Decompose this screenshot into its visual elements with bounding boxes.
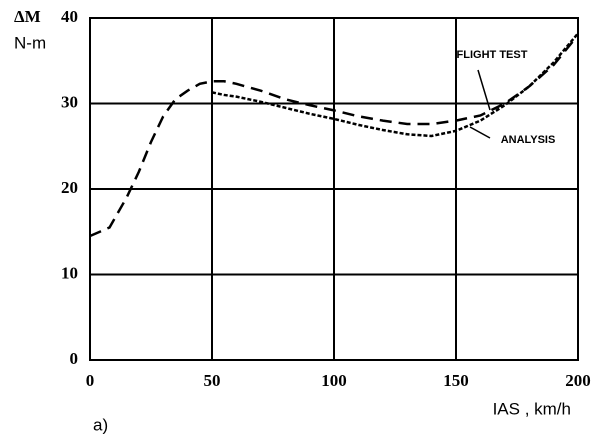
y-label-unit: N-m bbox=[14, 33, 46, 52]
y-tick-label: 0 bbox=[70, 349, 79, 368]
panel-label: a) bbox=[93, 415, 108, 434]
series-line bbox=[89, 34, 579, 238]
y-tick-label: 40 bbox=[61, 7, 78, 26]
x-label: IAS , km/h bbox=[493, 399, 571, 418]
x-tick-label: 0 bbox=[86, 371, 95, 390]
y-tick-label: 10 bbox=[61, 263, 78, 282]
y-label-symbol: ΔM bbox=[14, 7, 41, 26]
x-tick-label: 150 bbox=[443, 371, 469, 390]
y-tick-label: 20 bbox=[61, 178, 78, 197]
series-line bbox=[211, 32, 579, 138]
x-tick-label: 100 bbox=[321, 371, 347, 390]
x-tick-label: 50 bbox=[204, 371, 221, 390]
x-tick-label: 200 bbox=[565, 371, 591, 390]
annotation-flight-test: FLIGHT TEST bbox=[457, 49, 528, 61]
leader-line bbox=[469, 126, 491, 139]
annotation-analysis: ANALYSIS bbox=[501, 134, 556, 146]
y-tick-label: 30 bbox=[61, 92, 78, 111]
